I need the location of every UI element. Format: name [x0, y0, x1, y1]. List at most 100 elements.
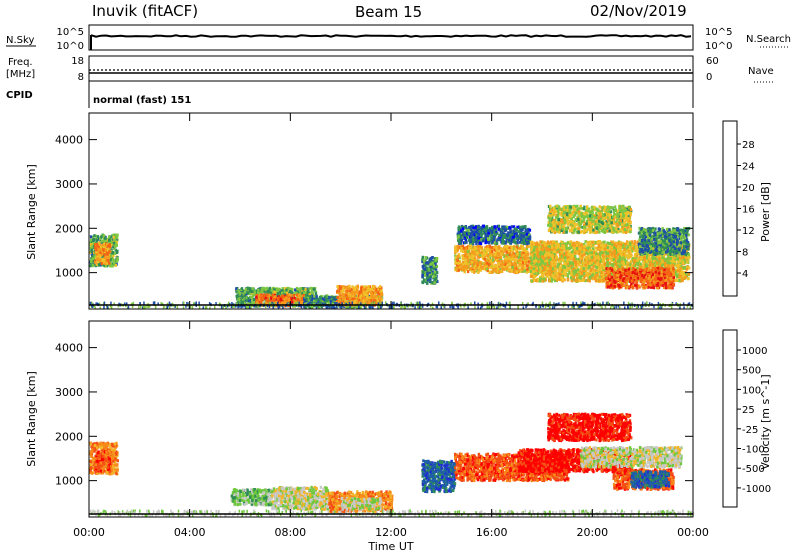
heatmap-cell	[456, 244, 460, 248]
heatmap-cell	[311, 294, 314, 297]
heatmap-cell	[455, 266, 458, 270]
heatmap-cell	[510, 236, 513, 239]
heatmap-cell	[106, 252, 109, 256]
heatmap-cell	[368, 300, 371, 304]
heatmap-cell	[107, 235, 111, 239]
heatmap-cell	[500, 227, 504, 231]
heatmap-cell	[512, 235, 515, 239]
heatmap-cell	[103, 246, 106, 250]
heatmap-cell	[111, 262, 115, 266]
heatmap-cell	[528, 240, 531, 244]
heatmap-cell	[455, 255, 458, 259]
heatmap-cell	[305, 298, 309, 301]
heatmap-cell	[480, 232, 484, 236]
heatmap-cell	[527, 256, 530, 260]
heatmap-cell	[248, 298, 251, 302]
heatmap-cell	[468, 226, 471, 229]
heatmap-cell	[497, 260, 501, 264]
heatmap-cell	[478, 260, 481, 264]
heatmap-cell	[104, 256, 107, 259]
heatmap-cell	[316, 302, 319, 306]
heatmap-cell	[364, 305, 367, 309]
heatmap-cell	[95, 263, 98, 266]
heatmap-cell	[363, 297, 367, 301]
heatmap-cell	[377, 292, 380, 296]
heatmap-cell	[115, 234, 118, 238]
heatmap-cell	[508, 236, 512, 240]
heatmap-cell	[485, 238, 488, 242]
heatmap-cell	[241, 295, 244, 299]
heatmap-cell	[349, 297, 352, 301]
heatmap-cell	[246, 287, 249, 291]
heatmap-cell	[426, 278, 429, 282]
heatmap-cell	[473, 254, 476, 258]
heatmap-cell	[346, 301, 349, 305]
heatmap-cell	[469, 228, 472, 232]
heatmap-cell	[368, 285, 372, 289]
heatmap-cell	[487, 259, 490, 263]
heatmap-cell	[331, 297, 334, 301]
heatmap-cell	[526, 238, 529, 242]
heatmap-cell	[112, 261, 116, 265]
heatmap-cell	[101, 239, 105, 243]
heatmap-cell	[95, 248, 98, 252]
heatmap-cell	[492, 234, 496, 238]
heatmap-cell	[255, 290, 258, 294]
heatmap-cell	[361, 294, 364, 298]
heatmap-cell	[479, 244, 482, 248]
heatmap-cell	[423, 270, 426, 274]
heatmap-cell	[518, 253, 521, 257]
heatmap-cell	[475, 261, 478, 265]
heatmap-cell	[471, 224, 475, 228]
noise-panel: N.Sky 10^5 10^0 10^5 10^0 N.Search	[6, 24, 791, 52]
heatmap-cell	[488, 270, 491, 274]
heatmap-cell	[257, 288, 260, 292]
heatmap-cell	[358, 291, 361, 295]
heatmap-cell	[513, 227, 517, 231]
heatmap-cell	[244, 295, 247, 299]
heatmap-cell	[379, 285, 382, 289]
heatmap-cell	[90, 260, 93, 264]
heatmap-cell	[351, 295, 354, 299]
heatmap-cell	[90, 241, 93, 245]
heatmap-cell	[462, 268, 465, 272]
heatmap-cell	[528, 237, 532, 241]
heatmap-cell	[259, 301, 263, 305]
heatmap-cell	[359, 296, 362, 300]
heatmap-cell	[342, 295, 346, 299]
heatmap-cell	[376, 300, 380, 304]
heatmap-cell	[467, 263, 470, 267]
heatmap-cell	[334, 300, 337, 304]
heatmap-cell	[112, 258, 116, 262]
heatmap-cell	[424, 273, 427, 277]
heatmap-cell	[431, 261, 434, 265]
heatmap-cell	[339, 285, 342, 289]
heatmap-cell	[497, 224, 501, 228]
heatmap-cell	[475, 228, 479, 232]
heatmap-cell	[520, 251, 524, 255]
heatmap-cell	[322, 298, 326, 302]
heatmap-cell	[434, 275, 437, 278]
heatmap-cell	[93, 253, 96, 257]
heatmap-cell	[310, 301, 313, 305]
heatmap-cell	[634, 249, 637, 252]
heatmap-cell	[238, 290, 242, 294]
heatmap-cell	[521, 245, 524, 248]
heatmap-cell	[318, 299, 321, 303]
heatmap-cell	[114, 248, 117, 252]
heatmap-cell	[292, 294, 296, 297]
heatmap-cell	[479, 246, 482, 250]
heatmap-cell	[292, 292, 296, 296]
heatmap-cell	[364, 290, 367, 294]
heatmap-cell	[325, 297, 328, 301]
heatmap-cell	[460, 247, 463, 251]
heatmap-cell	[527, 230, 530, 234]
heatmap-cell	[357, 294, 361, 298]
heatmap-cell	[463, 231, 466, 235]
heatmap-cell	[521, 228, 524, 232]
heatmap-cell	[264, 298, 267, 302]
heatmap-cell	[493, 225, 496, 229]
heatmap-cell	[473, 238, 476, 242]
heatmap-cell	[487, 256, 490, 260]
heatmap-cell	[337, 287, 340, 290]
